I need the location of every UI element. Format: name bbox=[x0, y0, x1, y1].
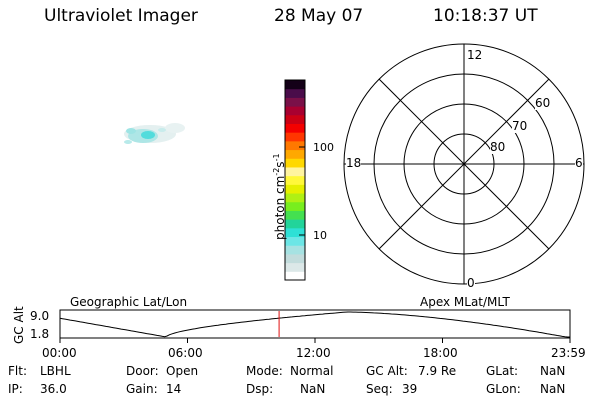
polar-label-70: 70 bbox=[512, 119, 528, 133]
ip-value: 36.0 bbox=[40, 382, 67, 396]
flt-value: LBHL bbox=[40, 364, 71, 378]
orbit-altitude-line bbox=[59, 311, 570, 338]
colorbar-cell bbox=[285, 106, 305, 116]
colorbar-cell bbox=[285, 97, 305, 107]
dsp-value: NaN bbox=[300, 382, 326, 396]
colorbar-cell bbox=[285, 158, 305, 168]
timeline-x-tick-4: 23:59 bbox=[551, 346, 586, 360]
glat-value: NaN bbox=[540, 364, 566, 378]
colorbar-cell bbox=[285, 210, 305, 220]
ip-label: IP: bbox=[8, 382, 23, 396]
glon-label: GLon: bbox=[486, 382, 521, 396]
colorbar-cell bbox=[285, 132, 305, 142]
polar-label-6: 6 bbox=[575, 156, 583, 170]
mode-label: Mode: bbox=[246, 364, 283, 378]
timeline-left-title: Geographic Lat/Lon bbox=[70, 295, 188, 309]
dsp-label: Dsp: bbox=[246, 382, 274, 396]
timeline-x-tick-1: 06:00 bbox=[168, 346, 203, 360]
colorbar-cell bbox=[285, 123, 305, 133]
timeline-x-tick-2: 12:00 bbox=[296, 346, 331, 360]
date-label: 28 May 07 bbox=[274, 6, 364, 26]
gain-value: 14 bbox=[166, 382, 182, 396]
colorbar-cell bbox=[285, 175, 305, 185]
colorbar-tick-10: 10 bbox=[313, 229, 327, 242]
flt-label: Flt: bbox=[8, 364, 27, 378]
colorbar-cell bbox=[285, 262, 305, 272]
time-label: 10:18:37 UT bbox=[433, 6, 538, 26]
gcalt-value: 7.9 Re bbox=[418, 364, 457, 378]
seq-label: Seq: bbox=[366, 382, 393, 396]
door-value: Open bbox=[166, 364, 199, 378]
colorbar-cell bbox=[285, 166, 305, 177]
colorbar-tick-100: 100 bbox=[313, 141, 334, 154]
polar-label-80: 80 bbox=[490, 140, 506, 154]
mode-value: Normal bbox=[290, 364, 334, 378]
meridian-diag-2 bbox=[378, 78, 550, 250]
colorbar-cell bbox=[285, 253, 305, 264]
colorbar-cell bbox=[285, 201, 305, 211]
polar-label-0: 0 bbox=[467, 276, 475, 290]
timeline-x-tick-3: 18:00 bbox=[423, 346, 458, 360]
timeline-y-top: 9.0 bbox=[30, 309, 50, 323]
polar-label-18: 18 bbox=[346, 156, 362, 170]
timeline-right-title: Apex MLat/MLT bbox=[420, 295, 510, 309]
door-label: Door: bbox=[126, 364, 159, 378]
colorbar-cell bbox=[285, 114, 305, 124]
colorbar-cell bbox=[285, 193, 305, 203]
aurora-blob bbox=[124, 123, 185, 144]
app-title: Ultraviolet Imager bbox=[44, 6, 198, 26]
colorbar-cell bbox=[285, 184, 305, 194]
colorbar-cell bbox=[285, 271, 305, 281]
colorbar-cell bbox=[285, 80, 305, 90]
colorbar-cell bbox=[285, 88, 305, 98]
glon-value: NaN bbox=[540, 382, 566, 396]
colorbar-cell bbox=[285, 140, 305, 151]
timeline-x-tick-0: 00:00 bbox=[42, 346, 77, 360]
colorbar-cell bbox=[285, 236, 305, 246]
gain-label: Gain: bbox=[126, 382, 158, 396]
polar-label-60: 60 bbox=[535, 96, 551, 110]
colorbar-cell bbox=[285, 227, 305, 238]
seq-value: 39 bbox=[402, 382, 418, 396]
gcalt-label: GC Alt: bbox=[366, 364, 408, 378]
glat-label: GLat: bbox=[486, 364, 519, 378]
colorbar-cell bbox=[285, 219, 305, 229]
polar-label-12: 12 bbox=[467, 48, 483, 62]
timeline-y-bottom: 1.8 bbox=[30, 327, 50, 341]
colorbar-cell bbox=[285, 245, 305, 255]
colorbar-cell bbox=[285, 149, 305, 159]
